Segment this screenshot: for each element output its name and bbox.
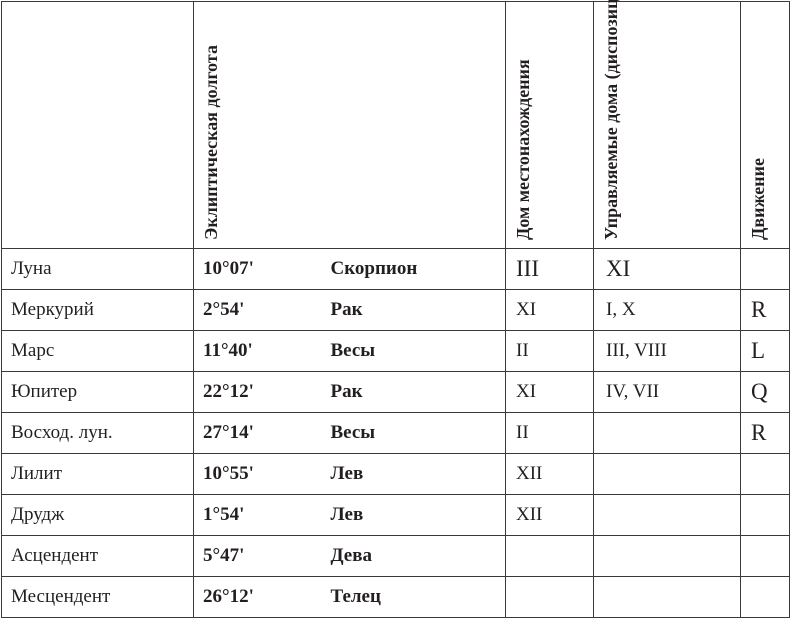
ruled-houses-cell [593, 412, 741, 454]
longitude-cell: 1°54' [193, 494, 331, 536]
longitude-cell: 11°40' [193, 330, 331, 372]
motion-cell [740, 453, 790, 495]
planet-name-cell: Лилит [1, 453, 194, 495]
sign-cell: Весы [330, 412, 506, 454]
house-cell [505, 576, 594, 618]
ruled-houses-cell: IV, VII [593, 371, 741, 413]
header-house: Дом местонахождения [505, 1, 594, 249]
house-cell: XI [505, 371, 594, 413]
header-row: Эклиптическая долгота Дом местонахождени… [1, 0, 790, 249]
table-row: Друдж 1°54' Лев XII [1, 494, 790, 536]
longitude-cell: 27°14' [193, 412, 331, 454]
longitude-cell: 5°47' [193, 535, 331, 577]
planet-name-cell: Меркурий [1, 289, 194, 331]
table-row: Юпитер 22°12' Рак XI IV, VII Q [1, 371, 790, 413]
longitude-cell: 10°07' [193, 248, 331, 290]
motion-cell: R [740, 412, 790, 454]
table-row: Лилит 10°55' Лев XII [1, 453, 790, 495]
header-motion: Движение [740, 1, 790, 249]
motion-cell [740, 494, 790, 536]
header-ruled-text: Управляемые дома (диспозиции) [601, 0, 621, 240]
planet-name-cell: Марс [1, 330, 194, 372]
ruled-houses-cell: I, X [593, 289, 741, 331]
table-row: Асцендент 5°47' Дева [1, 535, 790, 577]
planet-name-cell: Асцендент [1, 535, 194, 577]
house-cell: II [505, 330, 594, 372]
sign-cell: Рак [330, 289, 506, 331]
longitude-cell: 10°55' [193, 453, 331, 495]
planet-name-cell: Восход. лун. [1, 412, 194, 454]
ruled-houses-cell [593, 494, 741, 536]
motion-cell [740, 248, 790, 290]
ruled-houses-cell [593, 535, 741, 577]
house-cell [505, 535, 594, 577]
sign-cell: Телец [330, 576, 506, 618]
sign-cell: Лев [330, 494, 506, 536]
sign-cell: Лев [330, 453, 506, 495]
motion-cell: L [740, 330, 790, 372]
sign-cell: Весы [330, 330, 506, 372]
planet-name-cell: Луна [1, 248, 194, 290]
house-cell: II [505, 412, 594, 454]
header-ruled-houses: Управляемые дома (диспозиции) [593, 0, 741, 249]
longitude-cell: 22°12' [193, 371, 331, 413]
sign-cell: Скорпион [330, 248, 506, 290]
header-longitude: Эклиптическая долгота [193, 1, 506, 249]
header-motion-text: Движение [748, 157, 768, 240]
motion-cell [740, 576, 790, 618]
ruled-houses-cell: III, VIII [593, 330, 741, 372]
header-longitude-text: Эклиптическая долгота [201, 45, 221, 240]
sign-cell: Дева [330, 535, 506, 577]
motion-cell [740, 535, 790, 577]
ruled-houses-cell [593, 453, 741, 495]
longitude-cell: 26°12' [193, 576, 331, 618]
house-cell: III [505, 248, 594, 290]
planet-name-cell: Юпитер [1, 371, 194, 413]
motion-cell: R [740, 289, 790, 331]
ruled-houses-cell: XI [593, 248, 741, 290]
house-cell: XI [505, 289, 594, 331]
ruled-houses-cell [593, 576, 741, 618]
table-row: Марс 11°40' Весы II III, VIII L [1, 330, 790, 372]
table-row: Месцендент 26°12' Телец [1, 576, 790, 618]
planet-name-cell: Друдж [1, 494, 194, 536]
planet-name-cell: Месцендент [1, 576, 194, 618]
table-row: Восход. лун. 27°14' Весы II R [1, 412, 790, 454]
sign-cell: Рак [330, 371, 506, 413]
header-planet [1, 1, 194, 249]
house-cell: XII [505, 453, 594, 495]
table-row: Луна 10°07' Скорпион III XI [1, 248, 790, 290]
header-house-text: Дом местонахождения [513, 59, 533, 240]
house-cell: XII [505, 494, 594, 536]
longitude-cell: 2°54' [193, 289, 331, 331]
motion-cell: Q [740, 371, 790, 413]
